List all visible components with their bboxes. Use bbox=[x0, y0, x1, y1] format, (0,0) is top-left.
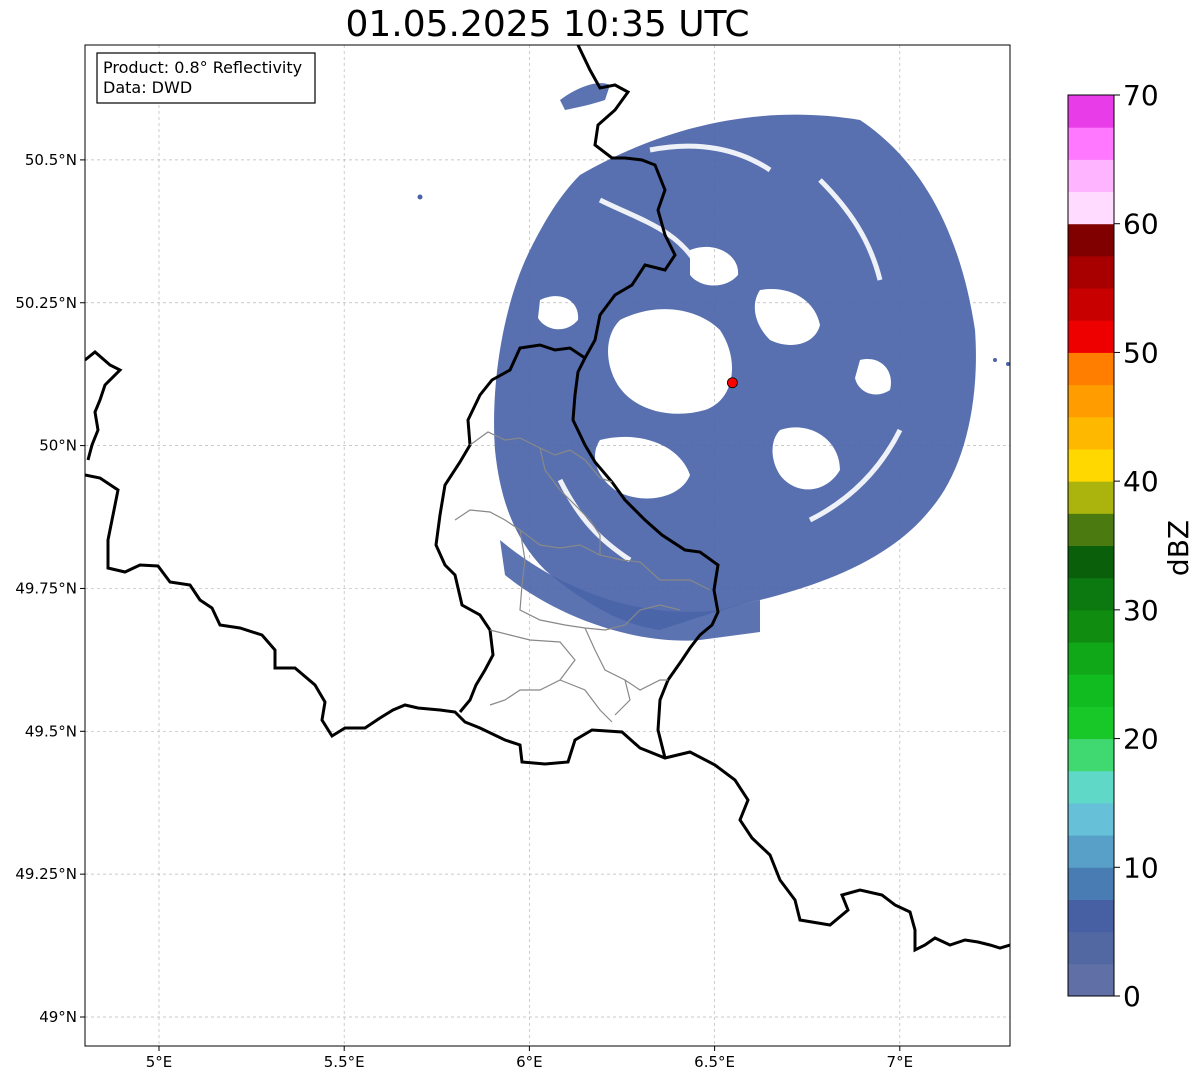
colorbar-segment bbox=[1068, 738, 1114, 772]
luxembourg-cantons bbox=[454, 431, 711, 723]
colorbar-tick-label: 40 bbox=[1123, 465, 1159, 498]
colorbar-frame bbox=[1067, 94, 1115, 997]
colorbar-segment bbox=[1068, 899, 1114, 933]
colorbar-segment bbox=[1068, 706, 1114, 740]
colorbar-tick-label: 10 bbox=[1123, 851, 1159, 884]
radar-echo-gaps bbox=[557, 143, 903, 563]
radar-echo-ring-south bbox=[500, 540, 760, 641]
info-box: Product: 0.8° Reflectivity Data: DWD bbox=[96, 52, 316, 104]
colorbar-segment bbox=[1068, 255, 1114, 289]
colorbar-segment bbox=[1068, 481, 1114, 514]
x-tick-labels: 5°E 5.5°E 6°E 6.5°E 7°E bbox=[146, 1046, 913, 1071]
radar-echo-speck bbox=[993, 358, 997, 362]
colorbar-tick-label: 30 bbox=[1123, 594, 1159, 627]
radar-echo-area bbox=[494, 114, 976, 631]
y-tick-label: 49.75°N bbox=[15, 579, 77, 597]
colorbar-segment bbox=[1068, 770, 1114, 804]
colorbar-segment bbox=[1068, 288, 1114, 321]
colorbar-segment bbox=[1068, 931, 1114, 965]
colorbar-segment bbox=[1068, 545, 1114, 579]
border-top-left bbox=[85, 350, 123, 461]
colorbar-tick-label: 20 bbox=[1123, 723, 1159, 756]
colorbar-label: dBZ bbox=[1162, 520, 1195, 576]
x-tick-label: 7°E bbox=[887, 1053, 914, 1071]
radar-echo-speck bbox=[1006, 362, 1010, 366]
radar-echo-speck bbox=[417, 194, 423, 200]
colorbar-segment bbox=[1068, 609, 1114, 643]
colorbar-segment bbox=[1068, 416, 1114, 450]
y-tick-label: 50.25°N bbox=[15, 294, 77, 312]
radar-echo-ring-north bbox=[560, 83, 610, 110]
product-label: Product: 0.8° Reflectivity bbox=[103, 58, 302, 77]
radar-site-marker bbox=[726, 377, 738, 389]
colorbar-segment bbox=[1068, 384, 1114, 418]
colorbar-segment bbox=[1068, 127, 1114, 160]
map-frame bbox=[84, 44, 1011, 1047]
colorbar-tick-label: 50 bbox=[1123, 336, 1159, 369]
colorbar-segment bbox=[1068, 867, 1114, 900]
colorbar-segment bbox=[1068, 159, 1114, 193]
colorbar-segment bbox=[1068, 191, 1114, 225]
border-lu-be bbox=[434, 343, 586, 713]
y-tick-label: 49.25°N bbox=[15, 865, 77, 883]
colorbar: 0 10 20 30 40 50 60 70 dBZ bbox=[1067, 79, 1195, 1013]
colorbar-segment bbox=[1068, 320, 1114, 353]
y-tick-label: 50.5°N bbox=[25, 151, 77, 169]
y-tick-label: 49°N bbox=[39, 1008, 77, 1026]
colorbar-segment bbox=[1068, 223, 1114, 257]
colorbar-tick-label: 0 bbox=[1123, 980, 1141, 1013]
colorbar-segment bbox=[1068, 577, 1114, 611]
colorbar-segment bbox=[1068, 963, 1114, 997]
info-box-frame bbox=[96, 52, 316, 104]
colorbar-segment bbox=[1068, 448, 1114, 482]
colorbar-tick-label: 60 bbox=[1123, 208, 1159, 241]
data-source-label: Data: DWD bbox=[103, 78, 192, 97]
y-tick-label: 49.5°N bbox=[25, 722, 77, 740]
x-tick-label: 5.5°E bbox=[324, 1053, 365, 1071]
colorbar-tick-label: 70 bbox=[1123, 79, 1159, 112]
colorbar-segment bbox=[1068, 642, 1114, 675]
y-tick-labels: 49°N 49.25°N 49.5°N 49.75°N 50°N 50.25°N 50.5°… bbox=[15, 151, 85, 1026]
colorbar-segment bbox=[1068, 674, 1114, 707]
border-fr-be bbox=[85, 473, 1010, 953]
map-title: 01.05.2025 10:35 UTC bbox=[345, 4, 750, 45]
colorbar-segment bbox=[1068, 802, 1114, 836]
y-tick-label: 50°N bbox=[39, 437, 77, 455]
colorbar-tick-labels: 0 10 20 30 40 50 60 70 bbox=[1114, 79, 1159, 1013]
colorbar-segments bbox=[1068, 95, 1114, 997]
x-tick-label: 6.5°E bbox=[694, 1053, 735, 1071]
colorbar-segment bbox=[1068, 352, 1114, 386]
colorbar-segment bbox=[1068, 513, 1114, 546]
country-borders bbox=[85, 45, 1010, 953]
radar-echo-layer bbox=[417, 83, 1010, 641]
colorbar-segment bbox=[1068, 95, 1114, 128]
x-tick-label: 6°E bbox=[516, 1053, 543, 1071]
colorbar-segment bbox=[1068, 835, 1114, 868]
x-tick-label: 5°E bbox=[146, 1053, 173, 1071]
